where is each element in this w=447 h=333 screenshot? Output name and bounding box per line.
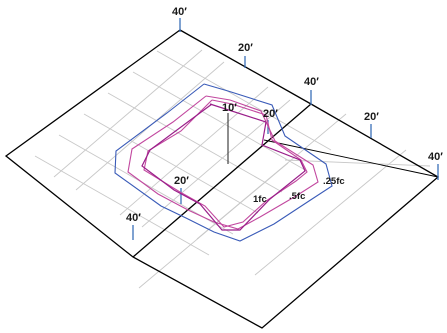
dimension-labels: 40′ 20′ 40′ 20′ 40′ 10′ 20′ 20′ 40′ — [126, 6, 443, 224]
isolux-labels: 1fc .5fc .25fc — [253, 176, 345, 205]
grid-line — [53, 49, 203, 178]
contour-half-fc-inner — [143, 99, 308, 228]
grid-line — [196, 113, 347, 240]
label-front-left-20: 20′ — [174, 175, 189, 187]
label-front-left-40: 40′ — [126, 212, 141, 224]
grid-line — [34, 155, 210, 256]
label-pole-height-10: 10′ — [222, 102, 237, 114]
contour-half-fc — [127, 95, 319, 230]
grid-line — [107, 92, 283, 193]
grid-line — [132, 71, 308, 172]
label-back-left-20: 20′ — [238, 42, 253, 54]
contour-quarter-fc — [114, 83, 333, 242]
label-half-fc: .5fc — [289, 191, 305, 202]
contour-one-fc — [141, 103, 306, 231]
label-quarter-fc: .25fc — [323, 176, 345, 187]
label-right-upper-20: 20′ — [364, 111, 379, 123]
grid-line — [254, 149, 407, 276]
label-one-fc: 1fc — [253, 194, 267, 205]
major-grid — [4, 29, 440, 329]
grid-divider — [263, 139, 439, 178]
label-right-corner-40: 40′ — [428, 151, 443, 163]
isolux-contours — [114, 83, 333, 242]
grid-line — [156, 50, 332, 151]
grid-outline — [4, 29, 440, 329]
minor-grid — [34, 49, 431, 289]
grid-divider — [132, 103, 312, 258]
label-pole-offset-20: 20′ — [263, 108, 278, 120]
grid-line — [83, 113, 259, 214]
label-back-right-40: 40′ — [304, 76, 319, 88]
label-far-corner-40: 40′ — [172, 6, 187, 18]
grid-line — [284, 159, 431, 167]
